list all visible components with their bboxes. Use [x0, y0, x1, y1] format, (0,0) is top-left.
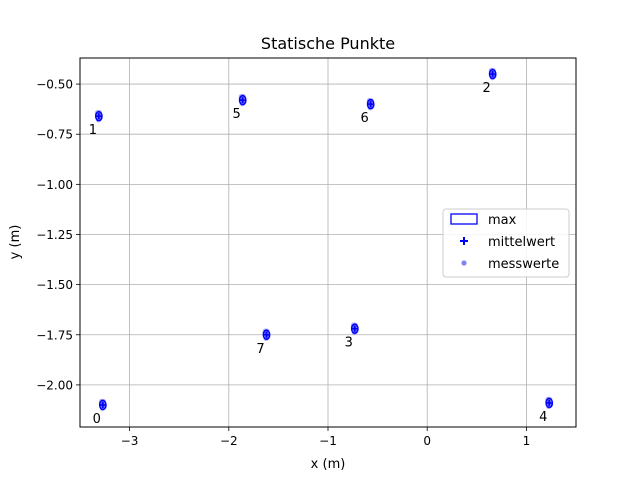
point-group-2: 2	[483, 67, 497, 96]
data-points: 0 1 2 3 4 5 6 7	[89, 67, 554, 427]
point-group-3: 3	[345, 322, 359, 351]
point-label: 0	[93, 412, 101, 427]
point-group-5: 5	[233, 93, 247, 122]
legend-mittelwert-marker	[460, 237, 468, 245]
point-group-7: 7	[256, 328, 271, 357]
y-tick-label: −2.00	[36, 378, 73, 392]
point-label: 4	[539, 410, 547, 425]
point-group-1: 1	[89, 109, 103, 138]
legend-messwerte-label: messwerte	[488, 257, 559, 272]
y-tick-label: −1.50	[36, 278, 73, 292]
max-ellipse	[350, 323, 359, 334]
point-label: 6	[361, 111, 369, 126]
x-tick-label: −1	[319, 434, 337, 448]
point-label: 2	[483, 81, 491, 96]
max-ellipse	[262, 329, 271, 340]
point-label: 7	[256, 342, 264, 357]
max-ellipse	[238, 94, 247, 106]
x-axis-label: x (m)	[311, 457, 346, 472]
y-axis-label: y (m)	[8, 225, 23, 260]
y-axis: −0.50 −0.75 −1.00 −1.25 −1.50 −1.75 −2.00	[36, 78, 80, 392]
x-axis: −3 −2 −1 0 1	[121, 427, 530, 448]
y-tick-label: −1.75	[36, 328, 73, 342]
max-ellipse	[366, 98, 375, 110]
legend-max-swatch	[450, 213, 478, 225]
y-tick-label: −1.00	[36, 178, 73, 192]
chart-title: Statische Punkte	[261, 34, 395, 53]
y-tick-label: −1.25	[36, 228, 73, 242]
x-tick-label: −3	[121, 434, 139, 448]
y-tick-label: −0.50	[36, 78, 73, 92]
max-ellipse	[545, 397, 554, 409]
y-tick-label: −0.75	[36, 128, 73, 142]
point-group-4: 4	[539, 396, 554, 425]
point-label: 3	[345, 336, 353, 351]
max-ellipse	[488, 68, 497, 80]
point-label: 1	[89, 123, 97, 138]
x-tick-label: 1	[523, 434, 531, 448]
point-group-6: 6	[361, 97, 375, 126]
legend-messwerte-marker	[461, 260, 467, 266]
legend-frame	[442, 208, 570, 278]
legend-mittelwert-label: mittelwert	[488, 235, 555, 250]
x-tick-label: −2	[220, 434, 238, 448]
legend-max-label: max	[488, 213, 517, 228]
legend: max mittelwert messwerte	[442, 208, 570, 278]
point-label: 5	[233, 107, 241, 122]
x-tick-label: 0	[423, 434, 431, 448]
point-group-0: 0	[93, 398, 107, 427]
max-ellipse	[94, 110, 103, 122]
max-ellipse	[98, 399, 107, 411]
